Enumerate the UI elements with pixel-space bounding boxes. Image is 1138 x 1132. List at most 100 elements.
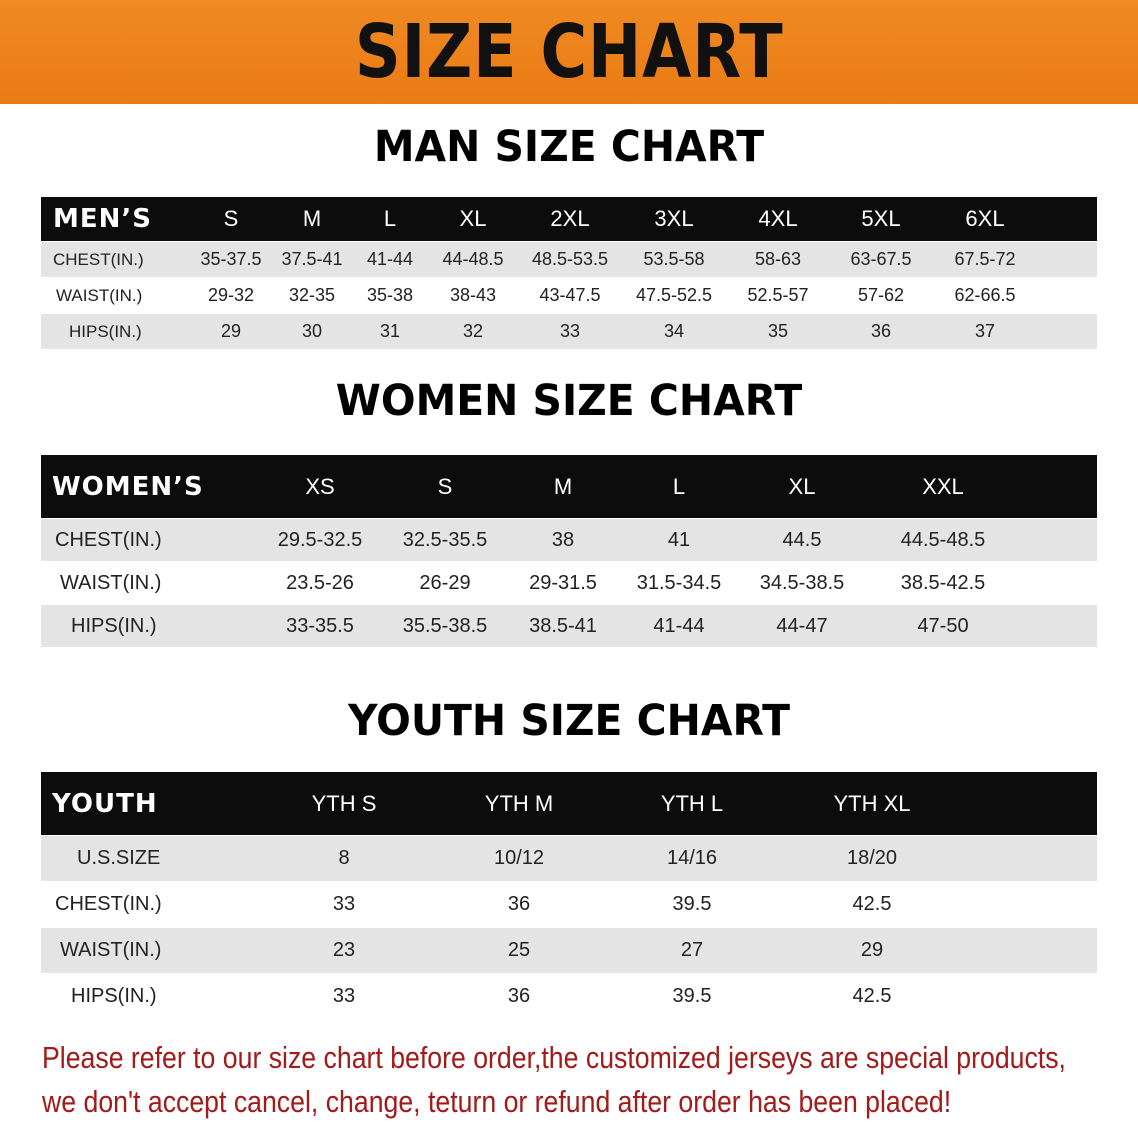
men-section-title: MAN SIZE CHART (373, 122, 765, 172)
measurement-value: 29 (220, 321, 242, 341)
banner-title: SIZE CHART (354, 9, 784, 95)
youth-size-table: YOUTH YTH S YTH M YTH L YTH XL U.S.SIZE 8 10/12… (41, 772, 1097, 1019)
order-notice: Please refer to our size chart before or… (42, 1036, 1066, 1124)
size-column-header: XL (459, 206, 487, 231)
measurement-value: 14/16 (666, 847, 718, 869)
measurement-value: 25 (507, 939, 531, 961)
size-column-header: XXL (922, 473, 964, 499)
measurement-value: 32.5-35.5 (402, 528, 488, 551)
table-row: CHEST(IN.) 35-37.5 37.5-41 41-44 44-48.5 48.5… (41, 241, 1097, 277)
measurement-value: 23 (332, 939, 356, 961)
measurement-label: HIPS(IN.) (71, 985, 157, 1007)
measurement-value: 30 (301, 321, 323, 341)
table-row: WAIST(IN.) 29-32 32-35 35-38 38-43 43-47.5 47.… (41, 277, 1097, 313)
size-chart-banner: SIZE CHART (0, 0, 1138, 104)
measurement-value: 33 (332, 985, 356, 1007)
measurement-value: 34.5-38.5 (759, 571, 845, 594)
measurement-label: WAIST(IN.) (60, 571, 162, 594)
table-row: WAIST(IN.) 23 25 27 29 (41, 927, 1097, 973)
measurement-value: 35.5-38.5 (402, 614, 488, 637)
measurement-value: 41 (667, 528, 691, 551)
size-column-header: M (302, 206, 322, 231)
measurement-value: 52.5-57 (747, 285, 809, 305)
size-column-header: L (672, 473, 686, 499)
measurement-value: 38-43 (449, 285, 497, 305)
table-row: CHEST(IN.) 33 36 39.5 42.5 (41, 881, 1097, 927)
measurement-value: 27 (680, 939, 704, 961)
measurement-value: 31.5-34.5 (636, 571, 722, 594)
measurement-value: 29 (860, 939, 884, 961)
table-row: HIPS(IN.) 29 30 31 32 33 34 35 36 37 (41, 313, 1097, 349)
measurement-value: 34 (663, 321, 685, 341)
measurement-value: 53.5-58 (643, 249, 705, 269)
measurement-value: 37.5-41 (281, 249, 343, 269)
measurement-value: 35-38 (366, 285, 414, 305)
size-column-header: 6XL (965, 206, 1005, 231)
measurement-value: 63-67.5 (850, 249, 912, 269)
measurement-value: 44.5 (782, 528, 822, 551)
measurement-value: 48.5-53.5 (531, 249, 609, 269)
measurement-value: 39.5 (672, 985, 712, 1007)
table-header-row: YOUTH YTH S YTH M YTH L YTH XL (41, 772, 1097, 835)
measurement-value: 33 (559, 321, 581, 341)
measurement-value: 44-48.5 (442, 249, 504, 269)
measurement-value: 35 (767, 321, 789, 341)
measurement-label: CHEST(IN.) (55, 893, 162, 915)
measurement-value: 41-44 (366, 249, 414, 269)
size-column-header: YTH M (484, 790, 554, 816)
size-column-header: 4XL (758, 206, 798, 231)
measurement-value: 42.5 (852, 893, 892, 915)
table-row: HIPS(IN.) 33-35.5 35.5-38.5 38.5-41 41-44 44-… (41, 604, 1097, 647)
measurement-value: 8 (338, 847, 350, 869)
size-column-header: YTH XL (833, 790, 911, 816)
size-column-header: XL (788, 473, 816, 499)
size-column-header: S (437, 473, 453, 499)
measurement-value: 36 (507, 893, 531, 915)
women-section-title: WOMEN SIZE CHART (335, 376, 803, 426)
measurement-value: 23.5-26 (286, 571, 354, 594)
measurement-value: 29-31.5 (529, 571, 597, 594)
measurement-value: 18/20 (846, 847, 898, 869)
measurement-value: 33 (332, 893, 356, 915)
size-column-header: M (553, 473, 573, 499)
measurement-value: 36 (870, 321, 892, 341)
measurement-value: 38.5-41 (529, 614, 597, 637)
table-header-label: WOMEN’S (52, 471, 204, 502)
men-size-table: MEN’S S M L XL 2XL 3XL 4XL 5XL 6XL CHEST(IN.) 35-37… (41, 197, 1097, 349)
measurement-value: 36 (507, 985, 531, 1007)
table-header-label: YOUTH (52, 788, 158, 819)
measurement-value: 57-62 (857, 285, 905, 305)
size-column-header: YTH S (311, 790, 377, 816)
measurement-value: 41-44 (653, 614, 705, 637)
table-row: WAIST(IN.) 23.5-26 26-29 29-31.5 31.5-34.5 34… (41, 561, 1097, 604)
measurement-value: 26-29 (419, 571, 471, 594)
size-column-header: 3XL (654, 206, 694, 231)
measurement-value: 38 (551, 528, 575, 551)
table-header-label: MEN’S (53, 204, 152, 234)
measurement-value: 29-32 (207, 285, 255, 305)
women-size-table: WOMEN’S XS S M L XL XXL CHEST(IN.) 29.5-32.5 32.5… (41, 455, 1097, 647)
measurement-label: HIPS(IN.) (71, 614, 157, 637)
measurement-label: WAIST(IN.) (56, 285, 143, 305)
measurement-value: 62-66.5 (954, 285, 1016, 305)
measurement-label: HIPS(IN.) (69, 321, 142, 341)
measurement-value: 42.5 (852, 985, 892, 1007)
measurement-label: U.S.SIZE (77, 847, 161, 869)
measurement-value: 31 (379, 321, 401, 341)
youth-section-title: YOUTH SIZE CHART (348, 696, 790, 746)
measurement-value: 43-47.5 (539, 285, 601, 305)
notice-line: we don't accept cancel, change, teturn o… (42, 1084, 952, 1119)
measurement-value: 33-35.5 (286, 614, 354, 637)
size-column-header: XS (305, 473, 335, 499)
measurement-value: 37 (974, 321, 996, 341)
measurement-value: 35-37.5 (200, 249, 262, 269)
measurement-value: 38.5-42.5 (900, 571, 986, 594)
size-column-header: 5XL (861, 206, 901, 231)
table-row: HIPS(IN.) 33 36 39.5 42.5 (41, 973, 1097, 1019)
size-column-header: YTH L (660, 790, 724, 816)
table-row: CHEST(IN.) 29.5-32.5 32.5-35.5 38 41 44.5 44.5… (41, 518, 1097, 561)
measurement-value: 10/12 (493, 847, 545, 869)
measurement-value: 47.5-52.5 (635, 285, 713, 305)
measurement-value: 32 (462, 321, 484, 341)
size-column-header: S (223, 206, 239, 231)
